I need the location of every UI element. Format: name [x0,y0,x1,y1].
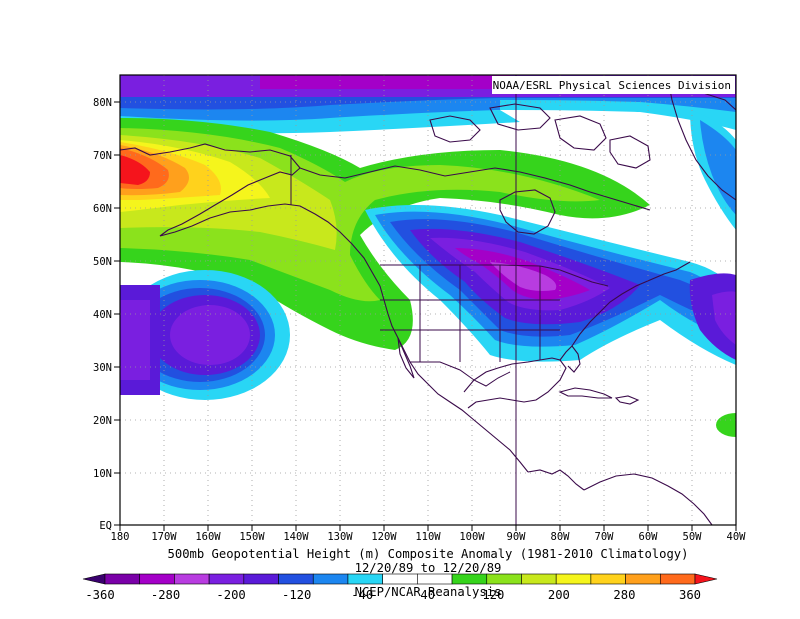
hispaniola-coast [614,395,640,405]
canada-arctic-coast [299,165,651,211]
colorbar-segment [555,573,592,585]
arctic-islands-3 [554,115,607,151]
lon-label: 80W [551,531,571,543]
colorbar-tick-label: -200 [216,588,245,602]
graticule [120,75,736,525]
colorbar-segment [139,573,175,585]
colorbar-segment [590,573,626,585]
lat-label: 70N [93,150,112,162]
lat-label: 10N [93,468,112,480]
colorbar-segment [312,573,349,585]
colorbar-segment [521,573,557,585]
map-panel [120,75,736,525]
lat-label: 50N [93,256,112,268]
lon-label: 180 [111,531,130,543]
colorbar: -360 -280 -200 -120 -40 40 120 200 280 360 [82,573,718,602]
colorbar-segment [347,573,383,585]
colorbar-tick-label: 40 [420,588,435,602]
arctic-islands-1 [429,115,481,143]
date-range: 12/20/89 to 12/20/89 [355,561,502,575]
lon-label: 120W [371,531,397,543]
atlantic-negative-anomaly [689,110,736,437]
colorbar-tick-label: 280 [613,588,635,602]
alaska-coast [120,143,381,287]
lon-label: 70W [595,531,615,543]
central-america-coast [527,469,585,491]
arctic-islands-4 [609,135,651,169]
longitude-axis-labels: 180 170W 160W 150W 140W 130W 120W 110W 100W 90W 80… [111,525,747,543]
cuba-coast [558,387,613,399]
colorbar-segment [486,573,522,585]
lon-label: 90W [507,531,527,543]
greenland-coast [669,89,736,201]
lon-label: 130W [327,531,353,543]
baja-coast [397,337,415,379]
lon-label: 100W [459,531,485,543]
colorbar-segment [625,573,661,585]
coastlines [120,89,736,525]
lon-label: 150W [239,531,265,543]
lon-label: 40W [727,531,747,543]
colorbar-tick-label: 200 [548,588,570,602]
pacific-negative-anomaly [120,270,290,400]
colorbar-segment [659,573,696,585]
colorbar-segment [382,573,418,585]
lon-label: 140W [283,531,309,543]
hudson-bay [499,189,556,235]
colorbar-tick-label: -360 [85,588,114,602]
lat-label: 20N [93,415,112,427]
colorbar-tick-label: -120 [282,588,311,602]
lon-label: 50W [683,531,703,543]
colorbar-tick-label: -40 [351,588,373,602]
lon-label: 60W [639,531,659,543]
gulf-coast [463,357,567,409]
east-us-coast [571,261,691,347]
colorbar-segment [417,573,453,585]
eastern-trough-anomaly [365,205,736,365]
arctic-islands-2 [489,103,551,131]
colorbar-tick-label: 120 [482,588,504,602]
colorbar-tick-label: 360 [679,588,701,602]
alaska-positive-anomaly [120,118,650,350]
lon-label: 170W [151,531,177,543]
colorbar-segment [174,573,210,585]
political-borders [290,75,609,525]
lat-label: EQ [99,520,112,532]
credit-box: NOAA/ESRL Physical Sciences Division [492,76,735,94]
colorbar-tick-label: -280 [151,588,180,602]
data-source: NCEP/NCAR Reanalysis [355,585,502,599]
colorbar-segment [243,573,279,585]
lat-label: 80N [93,97,112,109]
colorbar-segment [451,573,488,585]
lon-label: 110W [415,531,441,543]
figure-title: 500mb Geopotential Height (m) Composite … [168,547,689,561]
colorbar-segment [104,573,141,585]
south-america-coast [583,473,713,525]
lat-label: 30N [93,362,112,374]
latitude-axis-labels: 80N 70N 60N 50N 40N 30N 20N 10N EQ [93,97,120,532]
colorbar-segment [278,573,314,585]
colorbar-high-arrow [694,573,718,585]
lat-label: 40N [93,309,112,321]
lat-label: 60N [93,203,112,215]
western-us-coast [379,285,529,473]
credit-text: NOAA/ESRL Physical Sciences Division [493,79,731,92]
lon-label: 160W [195,531,221,543]
colorbar-low-arrow [82,573,106,585]
colorbar-segment [208,573,245,585]
florida-coast [559,345,581,373]
